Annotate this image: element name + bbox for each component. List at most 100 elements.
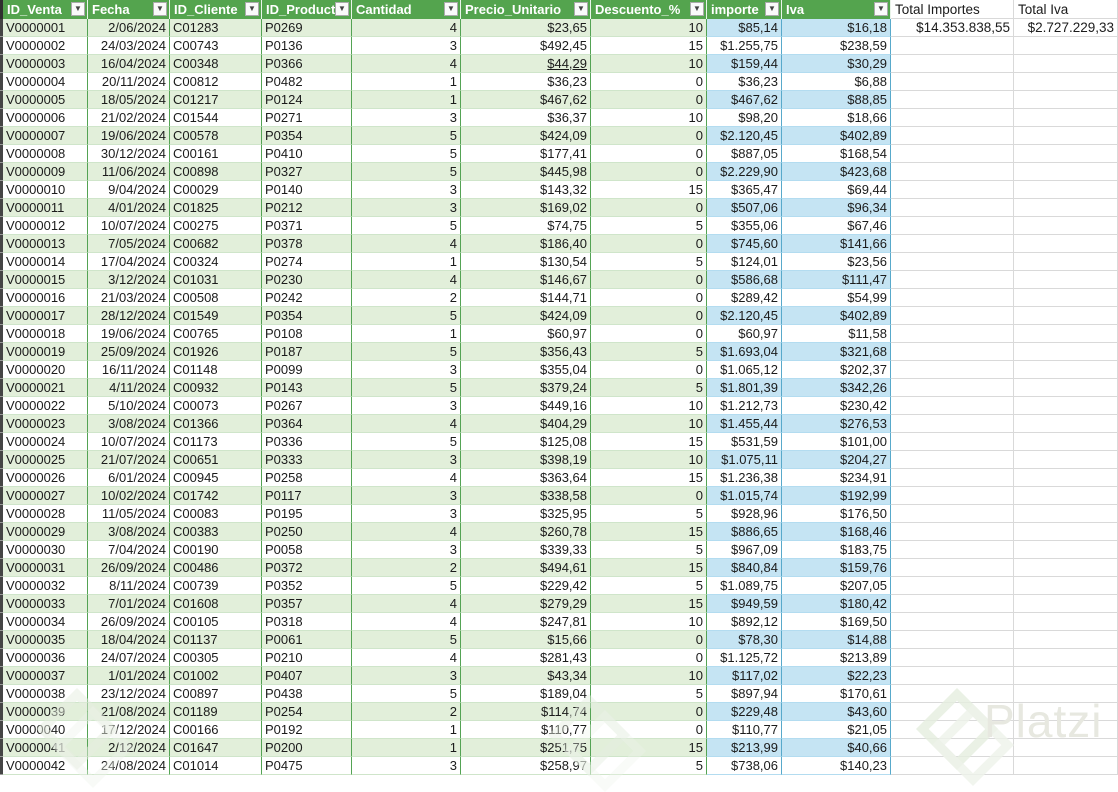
cell-total_importes[interactable] <box>891 415 1014 433</box>
cell-iva[interactable]: $180,42 <box>782 595 891 613</box>
cell-descuento[interactable]: 0 <box>591 91 707 109</box>
cell-fecha[interactable]: 25/09/2024 <box>88 343 170 361</box>
cell-total_iva[interactable] <box>1014 613 1118 631</box>
cell-total_importes[interactable] <box>891 325 1014 343</box>
cell-fecha[interactable]: 17/04/2024 <box>88 253 170 271</box>
cell-id_venta[interactable]: V0000025 <box>3 451 88 469</box>
cell-total_iva[interactable] <box>1014 739 1118 757</box>
cell-total_iva[interactable] <box>1014 505 1118 523</box>
cell-descuento[interactable]: 15 <box>591 523 707 541</box>
cell-precio[interactable]: $379,24 <box>461 379 591 397</box>
cell-iva[interactable]: $192,99 <box>782 487 891 505</box>
cell-cantidad[interactable]: 5 <box>352 163 461 181</box>
cell-importe[interactable]: $36,23 <box>707 73 782 91</box>
cell-id_producto[interactable]: P0371 <box>262 217 352 235</box>
cell-total_iva[interactable] <box>1014 559 1118 577</box>
cell-fecha[interactable]: 11/05/2024 <box>88 505 170 523</box>
cell-total_importes[interactable] <box>891 361 1014 379</box>
cell-iva[interactable]: $423,68 <box>782 163 891 181</box>
cell-descuento[interactable]: 0 <box>591 199 707 217</box>
cell-descuento[interactable]: 5 <box>591 343 707 361</box>
cell-id_cliente[interactable]: C00166 <box>170 721 262 739</box>
cell-importe[interactable]: $355,06 <box>707 217 782 235</box>
cell-fecha[interactable]: 18/05/2024 <box>88 91 170 109</box>
cell-total_importes[interactable] <box>891 181 1014 199</box>
column-header-total_iva[interactable]: Total Iva <box>1014 0 1118 19</box>
cell-id_venta[interactable]: V0000015 <box>3 271 88 289</box>
cell-iva[interactable]: $6,88 <box>782 73 891 91</box>
cell-id_producto[interactable]: P0327 <box>262 163 352 181</box>
cell-id_cliente[interactable]: C00029 <box>170 181 262 199</box>
cell-id_venta[interactable]: V0000022 <box>3 397 88 415</box>
filter-button-id_cliente[interactable]: ▼ <box>245 2 259 16</box>
cell-fecha[interactable]: 26/09/2024 <box>88 613 170 631</box>
cell-total_iva[interactable] <box>1014 37 1118 55</box>
cell-importe[interactable]: $1.065,12 <box>707 361 782 379</box>
cell-precio[interactable]: $356,43 <box>461 343 591 361</box>
cell-total_iva[interactable] <box>1014 649 1118 667</box>
cell-iva[interactable]: $230,42 <box>782 397 891 415</box>
cell-id_producto[interactable]: P0372 <box>262 559 352 577</box>
cell-descuento[interactable]: 5 <box>591 379 707 397</box>
cell-id_cliente[interactable]: C01608 <box>170 595 262 613</box>
cell-precio[interactable]: $189,04 <box>461 685 591 703</box>
cell-total_iva[interactable] <box>1014 199 1118 217</box>
column-header-fecha[interactable]: Fecha ▼ <box>88 0 170 19</box>
cell-cantidad[interactable]: 1 <box>352 325 461 343</box>
cell-cantidad[interactable]: 3 <box>352 505 461 523</box>
cell-iva[interactable]: $169,50 <box>782 613 891 631</box>
cell-id_cliente[interactable]: C01217 <box>170 91 262 109</box>
cell-id_producto[interactable]: P0271 <box>262 109 352 127</box>
cell-importe[interactable]: $1.075,11 <box>707 451 782 469</box>
cell-precio[interactable]: $229,42 <box>461 577 591 595</box>
cell-total_importes[interactable] <box>891 757 1014 775</box>
cell-precio[interactable]: $251,75 <box>461 739 591 757</box>
cell-cantidad[interactable]: 3 <box>352 361 461 379</box>
cell-cantidad[interactable]: 4 <box>352 235 461 253</box>
cell-fecha[interactable]: 4/01/2024 <box>88 199 170 217</box>
cell-cantidad[interactable]: 5 <box>352 631 461 649</box>
cell-descuento[interactable]: 0 <box>591 271 707 289</box>
cell-id_venta[interactable]: V0000005 <box>3 91 88 109</box>
cell-id_cliente[interactable]: C01014 <box>170 757 262 775</box>
cell-total_iva[interactable] <box>1014 181 1118 199</box>
cell-id_venta[interactable]: V0000039 <box>3 703 88 721</box>
cell-id_venta[interactable]: V0000027 <box>3 487 88 505</box>
cell-iva[interactable]: $207,05 <box>782 577 891 595</box>
cell-cantidad[interactable]: 4 <box>352 271 461 289</box>
cell-total_iva[interactable] <box>1014 379 1118 397</box>
cell-fecha[interactable]: 1/01/2024 <box>88 667 170 685</box>
cell-id_cliente[interactable]: C00275 <box>170 217 262 235</box>
cell-id_venta[interactable]: V0000037 <box>3 667 88 685</box>
cell-cantidad[interactable]: 4 <box>352 415 461 433</box>
cell-id_cliente[interactable]: C01549 <box>170 307 262 325</box>
cell-id_producto[interactable]: P0210 <box>262 649 352 667</box>
cell-id_venta[interactable]: V0000032 <box>3 577 88 595</box>
cell-iva[interactable]: $402,89 <box>782 127 891 145</box>
column-header-importe[interactable]: importe ▼ <box>707 0 782 19</box>
cell-descuento[interactable]: 0 <box>591 361 707 379</box>
cell-cantidad[interactable]: 5 <box>352 433 461 451</box>
cell-total_importes[interactable] <box>891 541 1014 559</box>
cell-cantidad[interactable]: 2 <box>352 703 461 721</box>
cell-id_venta[interactable]: V0000021 <box>3 379 88 397</box>
cell-descuento[interactable]: 10 <box>591 109 707 127</box>
cell-id_producto[interactable]: P0407 <box>262 667 352 685</box>
cell-total_importes[interactable] <box>891 739 1014 757</box>
cell-id_venta[interactable]: V0000033 <box>3 595 88 613</box>
cell-precio[interactable]: $130,54 <box>461 253 591 271</box>
column-header-id_cliente[interactable]: ID_Cliente ▼ <box>170 0 262 19</box>
cell-id_producto[interactable]: P0140 <box>262 181 352 199</box>
cell-id_producto[interactable]: P0364 <box>262 415 352 433</box>
cell-importe[interactable]: $365,47 <box>707 181 782 199</box>
cell-id_producto[interactable]: P0242 <box>262 289 352 307</box>
cell-id_producto[interactable]: P0254 <box>262 703 352 721</box>
cell-descuento[interactable]: 15 <box>591 433 707 451</box>
cell-total_importes[interactable] <box>891 721 1014 739</box>
cell-id_producto[interactable]: P0267 <box>262 397 352 415</box>
cell-descuento[interactable]: 5 <box>591 685 707 703</box>
cell-importe[interactable]: $60,97 <box>707 325 782 343</box>
cell-cantidad[interactable]: 3 <box>352 451 461 469</box>
cell-fecha[interactable]: 19/06/2024 <box>88 127 170 145</box>
cell-fecha[interactable]: 24/07/2024 <box>88 649 170 667</box>
